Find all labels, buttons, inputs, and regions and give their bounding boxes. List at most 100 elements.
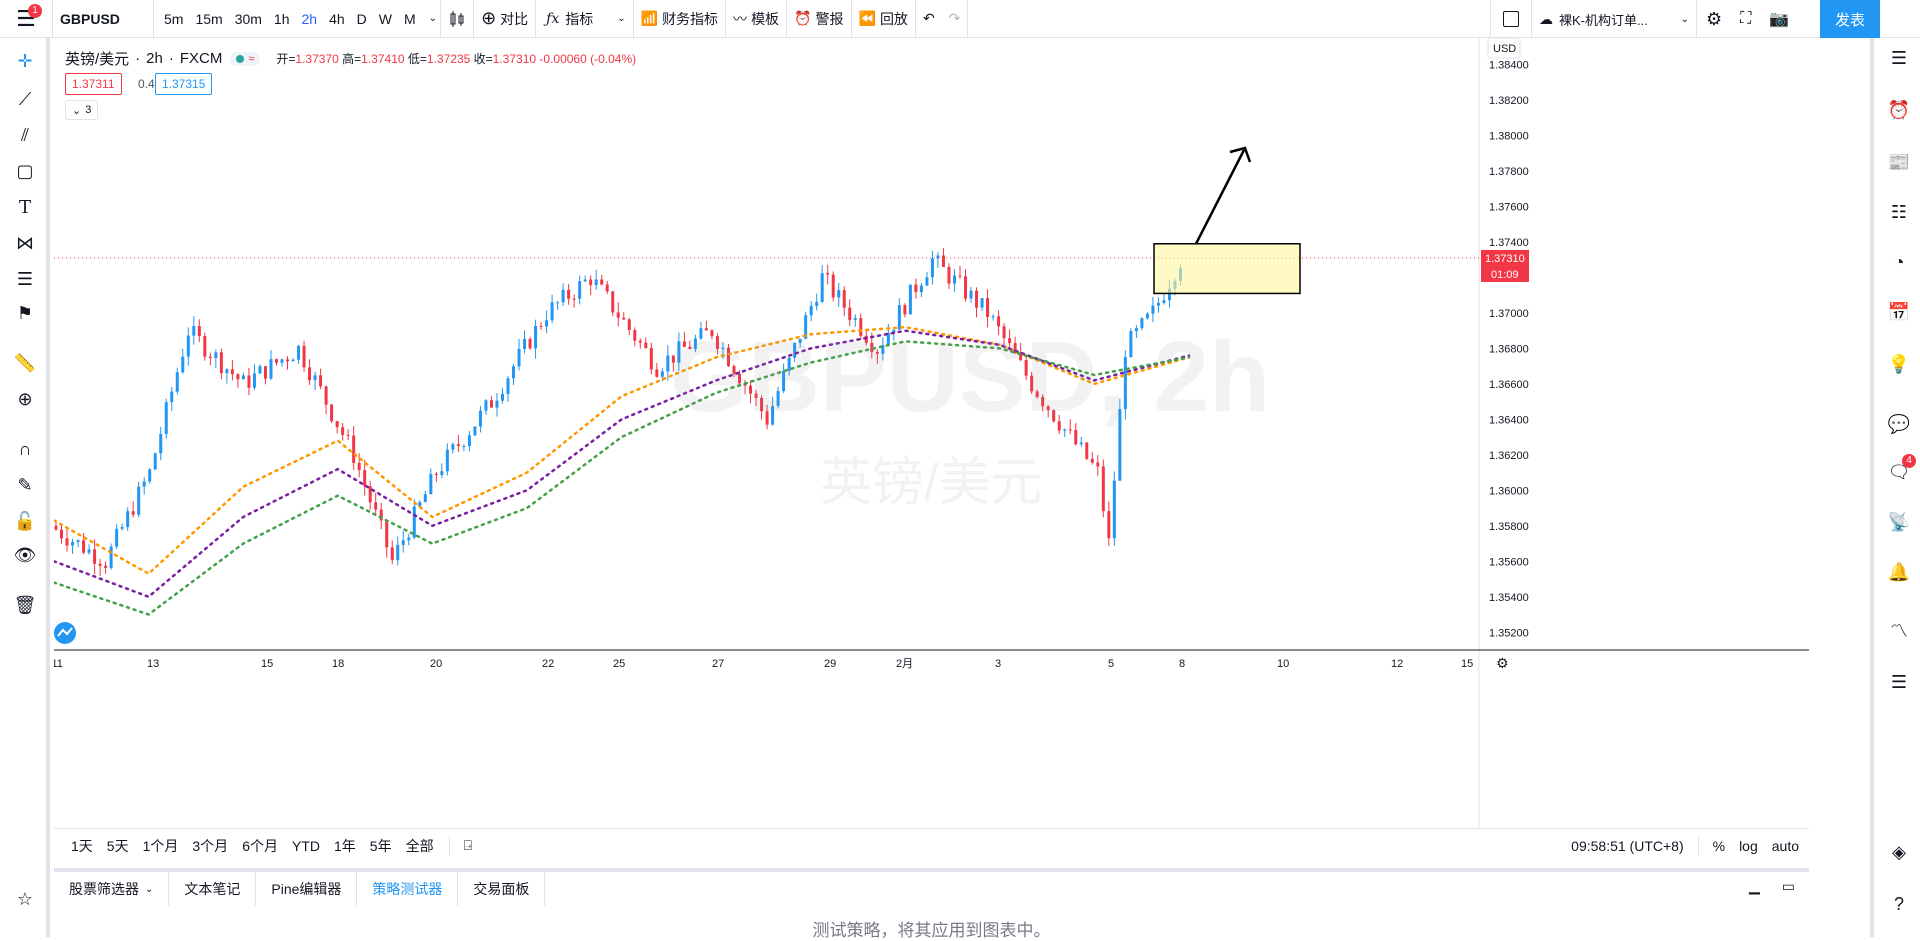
symbol-search-button[interactable]: GBPUSD: [60, 10, 120, 27]
pattern-tool[interactable]: ⋈: [12, 230, 38, 256]
interval-1h[interactable]: 1h: [273, 10, 290, 27]
remove-drawings-tool[interactable]: 🗑: [12, 592, 38, 618]
range-button-2[interactable]: 1个月: [142, 837, 179, 854]
order-panel-button[interactable]: ☰: [1884, 668, 1914, 696]
interval-15m[interactable]: 15m: [195, 10, 223, 27]
minimize-panel-button[interactable]: ▁: [1749, 878, 1760, 895]
draw-mode-tool[interactable]: ✎: [12, 472, 38, 498]
alert-label: 警报: [815, 10, 844, 27]
interval-group: 5m 15m 30m 1h 2h 4h D W M: [154, 0, 426, 38]
streams-button[interactable]: 📡: [1884, 508, 1914, 536]
percent-toggle[interactable]: %: [1712, 838, 1726, 854]
layout-name-button[interactable]: ☁ 裸K-机构订单... ⌄: [1532, 0, 1696, 38]
panel-tab-3[interactable]: 策略测试器: [357, 872, 459, 906]
interval-w[interactable]: W: [378, 10, 392, 27]
data-window-button[interactable]: ☷: [1884, 198, 1914, 226]
interval-2h[interactable]: 2h: [301, 10, 318, 27]
panel-tab-1[interactable]: 文本笔记: [169, 872, 257, 906]
news-button[interactable]: 📰: [1884, 148, 1914, 176]
clock[interactable]: 09:58:51 (UTC+8): [1571, 838, 1684, 854]
magnet-tool[interactable]: ∩: [12, 436, 38, 462]
settings-button[interactable]: ⚙: [1697, 0, 1731, 38]
calendar-button[interactable]: 📅: [1884, 298, 1914, 326]
axis-settings-gear-icon[interactable]: ⚙: [1496, 655, 1509, 671]
buy-price-button[interactable]: 1.37315: [155, 73, 213, 95]
measure-tool[interactable]: 📏: [12, 350, 38, 376]
range-button-7[interactable]: 5年: [369, 837, 392, 854]
price-chart[interactable]: 1.38400 1.38200 1.38000 1.37800 1.37600 1.374…: [54, 38, 1809, 828]
zoom-tool[interactable]: ⊕: [12, 386, 38, 412]
panel-controls: ▁ ▭: [1749, 878, 1795, 895]
favorites-tool[interactable]: ☆: [12, 886, 38, 912]
watchlist-button[interactable]: ☰: [1884, 44, 1914, 72]
snapshot-button[interactable]: 📷: [1760, 0, 1798, 38]
main-menu-button[interactable]: ☰ 1: [0, 0, 52, 38]
hotlist-button[interactable]: ◔: [1884, 248, 1914, 276]
visibility-tool[interactable]: 👁: [12, 542, 38, 568]
chart-type-button[interactable]: [441, 0, 473, 38]
redo-button[interactable]: ↷: [942, 0, 968, 38]
candle-body: [1134, 328, 1138, 332]
range-button-8[interactable]: 全部: [405, 837, 434, 854]
market-status[interactable]: ≈: [230, 51, 261, 66]
indicators-button[interactable]: ƒx 指标 ⌄: [536, 0, 632, 38]
layers-button[interactable]: ◈: [1884, 838, 1914, 866]
goto-date-button[interactable]: ⍈: [458, 837, 478, 854]
chat-button[interactable]: 💬: [1884, 410, 1914, 438]
log-toggle[interactable]: log: [1739, 838, 1758, 854]
interval-dropdown-button[interactable]: ⌄: [426, 0, 440, 38]
undo-button[interactable]: ↶: [916, 0, 942, 38]
candle-body: [65, 538, 69, 546]
pitchfork-tool[interactable]: ⫽: [12, 122, 38, 148]
range-button-1[interactable]: 5天: [106, 837, 129, 854]
panel-tab-2[interactable]: Pine编辑器: [256, 872, 358, 906]
panel-tab-0[interactable]: 股票筛选器 ⌄: [54, 872, 170, 906]
currency-button[interactable]: [1487, 38, 1521, 59]
text-tool[interactable]: T: [12, 194, 38, 220]
compare-button[interactable]: ⊕ 对比: [474, 0, 535, 38]
order-zone-rectangle[interactable]: [1153, 243, 1301, 295]
notifications-button[interactable]: 🗨 4: [1884, 454, 1916, 486]
candle-body: [534, 325, 538, 349]
auto-toggle[interactable]: auto: [1771, 838, 1799, 854]
ideas-button[interactable]: 💡: [1884, 350, 1914, 378]
range-button-5[interactable]: YTD: [291, 837, 320, 854]
sell-price-button[interactable]: 1.37311: [65, 73, 122, 95]
range-button-3[interactable]: 3个月: [192, 837, 229, 854]
prediction-tool[interactable]: ☰: [12, 266, 38, 292]
alert-button[interactable]: ⏰ 警报: [787, 0, 850, 38]
trendline-tool[interactable]: ⟋: [12, 86, 38, 112]
replay-button[interactable]: ⏪ 回放: [852, 0, 915, 38]
interval-30m[interactable]: 30m: [234, 10, 262, 27]
candle-body: [644, 342, 648, 348]
financials-button[interactable]: 📶 财务指标: [634, 0, 725, 38]
interval-5m[interactable]: 5m: [164, 10, 184, 27]
crosshair-tool[interactable]: ✛: [12, 48, 38, 74]
panel-tab-4[interactable]: 交易面板: [458, 872, 546, 906]
shapes-tool[interactable]: ▢: [12, 158, 38, 184]
interval-m[interactable]: M: [404, 10, 416, 27]
separator: [440, 0, 442, 38]
symbol-name[interactable]: 英镑/美元: [65, 51, 130, 68]
templates-button[interactable]: 〰 模板: [726, 0, 786, 38]
help-button[interactable]: ?: [1884, 890, 1914, 918]
range-button-6[interactable]: 1年: [333, 837, 356, 854]
range-button-0[interactable]: 1天: [71, 837, 93, 854]
time-tick-label: 3: [995, 658, 1001, 670]
alerts-panel-button[interactable]: ⏰: [1884, 96, 1914, 124]
interval-d[interactable]: D: [356, 10, 367, 27]
alert-bell-button[interactable]: 🔔: [1884, 558, 1914, 586]
trading-button[interactable]: 〽: [1884, 616, 1914, 644]
interval-4h[interactable]: 4h: [329, 10, 345, 27]
fullscreen-button[interactable]: ⛶: [1731, 0, 1760, 38]
range-button-4[interactable]: 6个月: [242, 837, 278, 854]
indicators-collapse-button[interactable]: ⌄ 3: [65, 100, 99, 120]
list-icon: ☰: [1890, 47, 1908, 68]
position-tool[interactable]: ⚑: [12, 300, 38, 326]
candle-body: [478, 410, 482, 427]
up-arrow-line[interactable]: [1194, 149, 1246, 245]
maximize-panel-button[interactable]: ▭: [1782, 878, 1795, 895]
layout-grid-button[interactable]: [1491, 0, 1531, 38]
lock-tool[interactable]: 🔓: [12, 508, 38, 534]
publish-button[interactable]: 发表: [1820, 0, 1880, 38]
